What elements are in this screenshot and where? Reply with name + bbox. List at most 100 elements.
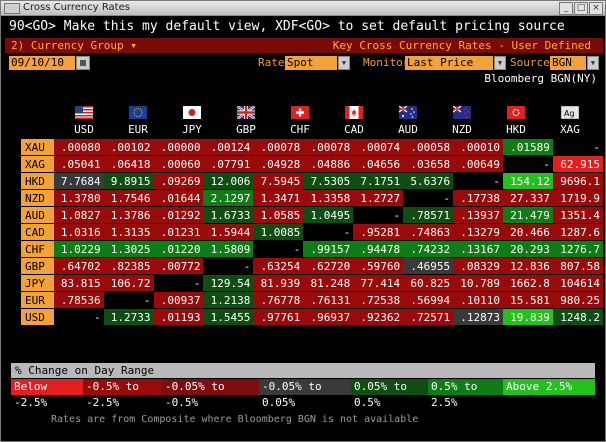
- rate-cell[interactable]: -: [53, 309, 104, 325]
- rate-cell[interactable]: 7.5305: [303, 173, 354, 189]
- rate-cell[interactable]: 980.25: [552, 292, 603, 308]
- rate-cell[interactable]: .00058: [403, 139, 454, 155]
- rate-cell[interactable]: .13937: [453, 207, 503, 223]
- rate-cell[interactable]: 20.466: [503, 224, 553, 240]
- rate-cell[interactable]: 1.5809: [203, 241, 254, 257]
- rate-cell[interactable]: .09269: [153, 173, 204, 189]
- row-header-usd[interactable]: USD: [21, 309, 54, 325]
- rate-cell[interactable]: -: [153, 275, 204, 291]
- rate-cell[interactable]: -: [552, 139, 603, 155]
- column-header-usd[interactable]: USD: [74, 123, 94, 136]
- rate-cell[interactable]: .04928: [253, 156, 304, 172]
- rate-cell[interactable]: 12.836: [503, 258, 553, 274]
- rate-cell[interactable]: .00074: [353, 139, 404, 155]
- row-header-gbp[interactable]: GBP: [21, 258, 54, 274]
- rate-cell[interactable]: 1662.8: [503, 275, 553, 291]
- rate-cell[interactable]: 9696.1: [552, 173, 603, 189]
- title-bar[interactable]: Cross Currency Rates _ □ ×: [1, 1, 605, 16]
- rate-cell[interactable]: 20.293: [503, 241, 553, 257]
- rate-cell[interactable]: 1.2727: [353, 190, 404, 206]
- rate-cell[interactable]: .13167: [453, 241, 503, 257]
- monitor-select[interactable]: Last Price w/: [405, 56, 493, 83]
- rate-cell[interactable]: .04886: [303, 156, 354, 172]
- rate-cell[interactable]: 1.5944: [203, 224, 254, 240]
- row-header-eur[interactable]: EUR: [21, 292, 54, 308]
- rate-cell[interactable]: 807.58: [552, 258, 603, 274]
- rate-cell[interactable]: .72538: [353, 292, 404, 308]
- rate-cell[interactable]: .76131: [303, 292, 354, 308]
- rate-cell[interactable]: .06418: [103, 156, 154, 172]
- rate-cell[interactable]: .63254: [253, 258, 304, 274]
- row-header-jpy[interactable]: JPY: [21, 275, 54, 291]
- source-dropdown-icon[interactable]: ▼: [587, 56, 599, 70]
- rate-cell[interactable]: 21.479: [503, 207, 553, 223]
- rate-dropdown-icon[interactable]: ▼: [338, 56, 350, 70]
- rate-cell[interactable]: .56994: [403, 292, 454, 308]
- rate-cell[interactable]: .01292: [153, 207, 204, 223]
- row-header-hkd[interactable]: HKD: [21, 173, 54, 189]
- rate-cell[interactable]: 1.6733: [203, 207, 254, 223]
- rate-cell[interactable]: 1.3780: [53, 190, 104, 206]
- rate-cell[interactable]: .96937: [303, 309, 354, 325]
- rate-cell[interactable]: .74232: [403, 241, 454, 257]
- rate-cell[interactable]: 104614: [552, 275, 603, 291]
- rate-cell[interactable]: .72571: [403, 309, 454, 325]
- rate-cell[interactable]: .78571: [403, 207, 454, 223]
- rate-cell[interactable]: -: [453, 173, 503, 189]
- rate-cell[interactable]: 1351.4: [552, 207, 603, 223]
- rate-cell[interactable]: .92362: [353, 309, 404, 325]
- rate-cell[interactable]: -: [253, 241, 304, 257]
- row-header-xau[interactable]: XAU: [21, 139, 54, 155]
- rate-cell[interactable]: .10110: [453, 292, 503, 308]
- close-button[interactable]: ×: [589, 2, 603, 15]
- rate-cell[interactable]: .13279: [453, 224, 503, 240]
- rate-cell[interactable]: .94478: [353, 241, 404, 257]
- rate-cell[interactable]: .00000: [153, 139, 204, 155]
- source-select[interactable]: BGN: [550, 56, 586, 70]
- rate-cell[interactable]: .64702: [53, 258, 104, 274]
- column-header-gbp[interactable]: GBP: [236, 123, 256, 136]
- rate-cell[interactable]: .95281: [353, 224, 404, 240]
- rate-cell[interactable]: 15.581: [503, 292, 553, 308]
- rate-cell[interactable]: .00078: [253, 139, 304, 155]
- column-header-aud[interactable]: AUD: [398, 123, 418, 136]
- maximize-button[interactable]: □: [574, 2, 588, 15]
- rate-cell[interactable]: 1.0585: [253, 207, 304, 223]
- rate-cell[interactable]: .08329: [453, 258, 503, 274]
- rate-cell[interactable]: 27.337: [503, 190, 553, 206]
- rate-cell[interactable]: 10.789: [453, 275, 503, 291]
- rate-cell[interactable]: 106.72: [103, 275, 154, 291]
- rate-cell[interactable]: 1.3358: [303, 190, 354, 206]
- column-header-cad[interactable]: CAD: [344, 123, 364, 136]
- rate-cell[interactable]: .01589: [503, 139, 553, 155]
- rate-cell[interactable]: .00060: [153, 156, 204, 172]
- rate-cell[interactable]: -: [203, 258, 254, 274]
- rate-cell[interactable]: .62720: [303, 258, 354, 274]
- rate-cell[interactable]: 1.5455: [203, 309, 254, 325]
- rate-cell[interactable]: 1719.9: [552, 190, 603, 206]
- rate-cell[interactable]: 1.0085: [253, 224, 304, 240]
- rate-cell[interactable]: .00937: [153, 292, 204, 308]
- column-header-xau[interactable]: XAU: [597, 123, 606, 136]
- rate-cell[interactable]: 154.12: [503, 173, 553, 189]
- row-header-nzd[interactable]: NZD: [21, 190, 54, 206]
- rate-cell[interactable]: .00078: [303, 139, 354, 155]
- rate-cell[interactable]: .00772: [153, 258, 204, 274]
- calendar-icon[interactable]: [76, 56, 90, 70]
- rate-cell[interactable]: 1.3025: [103, 241, 154, 257]
- column-header-hkd[interactable]: HKD: [506, 123, 526, 136]
- rate-cell[interactable]: .05041: [53, 156, 104, 172]
- rate-cell[interactable]: .00080: [53, 139, 104, 155]
- rate-cell[interactable]: 7.5945: [253, 173, 304, 189]
- rate-cell[interactable]: .46955: [403, 258, 454, 274]
- monitor-dropdown-icon[interactable]: ▼: [494, 56, 506, 70]
- rate-cell[interactable]: 1.2138: [203, 292, 254, 308]
- rate-cell[interactable]: .00124: [203, 139, 254, 155]
- rate-cell[interactable]: 2.1297: [203, 190, 254, 206]
- rate-cell[interactable]: 1.0827: [53, 207, 104, 223]
- rate-cell[interactable]: .97761: [253, 309, 304, 325]
- rate-cell[interactable]: 129.54: [203, 275, 254, 291]
- rate-cell[interactable]: -: [353, 207, 404, 223]
- rate-cell[interactable]: 7.1751: [353, 173, 404, 189]
- column-header-nzd[interactable]: NZD: [452, 123, 472, 136]
